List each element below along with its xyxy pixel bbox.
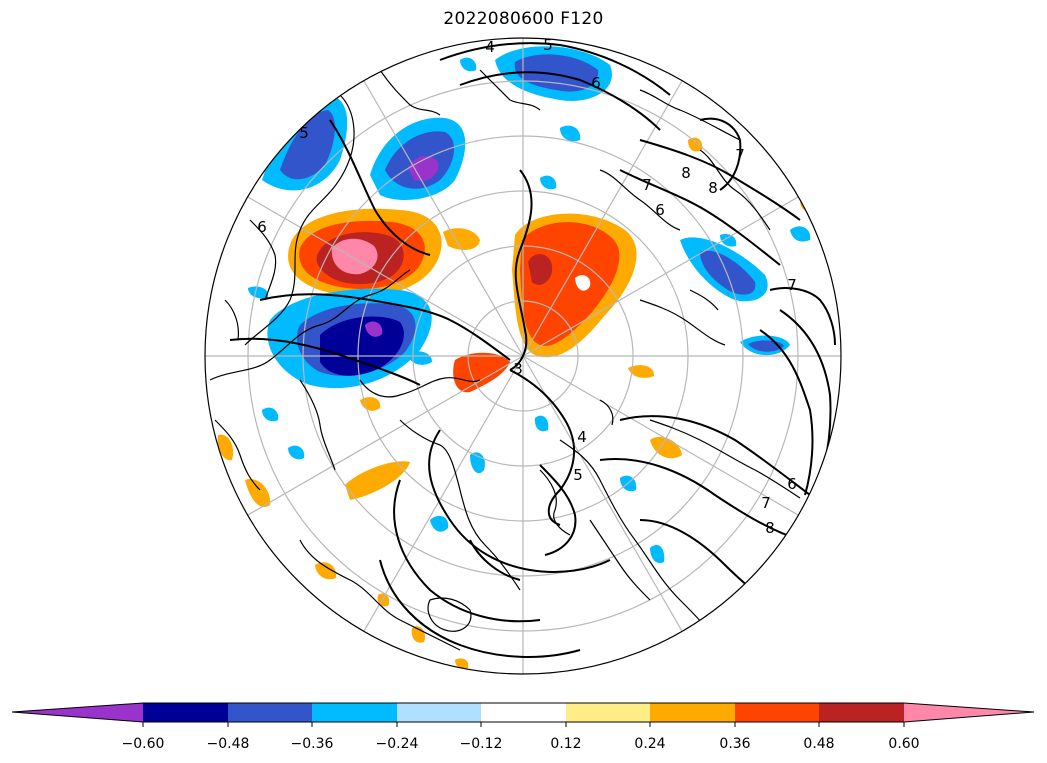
cold-anomaly-patch-8 — [720, 234, 737, 247]
contour-line — [619, 169, 781, 266]
contour-line — [329, 119, 431, 256]
colorbar: −0.60 −0.48 −0.36 −0.24 −0.12 0.12 0.24 … — [11, 702, 1035, 752]
warm-anomaly-patch-14 — [455, 658, 469, 669]
contour-line — [509, 169, 533, 371]
contour-line — [699, 117, 742, 191]
contour-line — [509, 369, 576, 526]
warm-anomaly-center-hole — [575, 275, 591, 291]
cold-anomaly-patch-9 — [248, 286, 269, 299]
contour-label: 6 — [591, 74, 601, 92]
cold-anomaly-patch-5 — [534, 415, 549, 432]
coastlines — [209, 69, 801, 651]
cold-anomaly-west-core — [320, 316, 404, 376]
contour-line — [759, 329, 814, 496]
colorbar-extend-high — [904, 703, 1034, 722]
contour-label: 8 — [765, 519, 775, 537]
colorbar-extend-low — [12, 703, 143, 722]
warm-anomaly-patch-10 — [628, 365, 655, 378]
contour-line — [619, 415, 811, 496]
colorbar-bin — [650, 703, 735, 722]
warm-anomaly-patch-12 — [688, 137, 703, 152]
colorbar-tick-label: 0.36 — [719, 736, 750, 752]
height-contours — [229, 42, 836, 658]
colorbar-bin — [481, 703, 566, 722]
colorbar-bin — [228, 703, 312, 722]
contour-label: 5 — [543, 36, 553, 54]
cold-anomaly-patch-6 — [408, 351, 432, 365]
colorbar-tick-label: −0.12 — [460, 736, 503, 752]
colorbar-bin — [819, 703, 904, 722]
warm-anomaly-patch-8 — [315, 562, 337, 580]
contour-label: 6 — [787, 475, 797, 493]
cold-anomaly-patch-13 — [540, 175, 557, 190]
contour-line — [379, 559, 581, 658]
warm-anomaly-patch-11 — [360, 397, 381, 411]
map-boundary — [204, 37, 842, 675]
contour-line — [469, 539, 521, 581]
warm-anomaly-patch-2 — [453, 352, 510, 393]
colorbar-tick-label: 0.48 — [803, 736, 834, 752]
contour-label: 8 — [681, 164, 691, 182]
graticule — [205, 38, 841, 674]
contour-line — [428, 429, 611, 573]
contour-line — [769, 287, 836, 346]
contour-label: 7 — [735, 146, 745, 164]
contour-line — [459, 71, 661, 131]
colorbar-bin — [397, 703, 481, 722]
cold-anomaly-patch-11 — [288, 445, 305, 460]
contour-label: 5 — [299, 124, 309, 142]
colorbar-bin — [566, 703, 650, 722]
warm-anomaly-center-core — [520, 222, 620, 346]
contour-label: 7 — [761, 494, 771, 512]
warm-anomaly-patch-4 — [245, 479, 271, 508]
contour-label: 8 — [708, 179, 718, 197]
contour-label: 4 — [485, 38, 495, 56]
colorbar-tick-label: −0.48 — [207, 736, 250, 752]
contour-label: 7 — [787, 276, 797, 294]
contour-line — [599, 458, 801, 541]
colorbar-tick-label: 0.12 — [550, 736, 581, 752]
cold-anomaly-patch-12 — [560, 125, 581, 142]
colorbar-bin — [312, 703, 397, 722]
contour-line — [229, 337, 421, 386]
colorbar-tick-label: 0.60 — [888, 736, 919, 752]
contour-line — [539, 464, 577, 556]
cold-anomaly-west-peak — [365, 321, 383, 337]
cold-anomaly-patch-4 — [650, 544, 665, 564]
contour-label: 7 — [642, 176, 652, 194]
colorbar-tick-label: −0.24 — [376, 736, 419, 752]
contour-labels: 4 5 6 7 8 6 7 8 3 4 5 6 7 8 7 6 5 — [257, 36, 797, 537]
colorbar-tick-label: −0.36 — [291, 736, 334, 752]
cold-anomaly-patch-10 — [262, 407, 279, 422]
figure-title: 2022080600 F120 — [443, 9, 604, 29]
contour-label: 4 — [577, 428, 587, 446]
colorbar-bin — [735, 703, 819, 722]
colorbar-tick-label: −0.60 — [122, 736, 165, 752]
cold-anomaly-patch-2 — [430, 515, 449, 532]
contour-line — [393, 479, 541, 623]
contour-line — [439, 42, 671, 96]
colorbar-tick-label: 0.24 — [634, 736, 665, 752]
cold-anomaly-patch-14 — [460, 57, 477, 72]
colorbar-bin — [143, 703, 228, 722]
cold-anomaly-top-core — [514, 54, 599, 92]
contour-label: 6 — [257, 218, 267, 236]
contour-label: 5 — [573, 466, 583, 484]
warm-anomaly-patch-3 — [345, 461, 410, 500]
contour-line — [259, 293, 511, 361]
cold-anomaly-patch-7 — [790, 226, 811, 242]
map-disk: 4 5 6 7 8 6 7 8 3 4 5 6 7 8 7 6 5 — [205, 36, 841, 674]
contour-line — [639, 139, 801, 221]
contour-label: 6 — [655, 201, 665, 219]
warm-anomaly-patch-5 — [217, 434, 234, 461]
warm-anomaly-patch-9 — [650, 436, 682, 459]
warm-anomaly-center-deep — [528, 254, 553, 285]
cold-anomaly-east-core — [700, 250, 756, 295]
cold-anomaly-north-core — [408, 156, 439, 181]
contour-label: 3 — [513, 360, 523, 378]
cold-anomaly-northwest-core — [280, 110, 336, 180]
